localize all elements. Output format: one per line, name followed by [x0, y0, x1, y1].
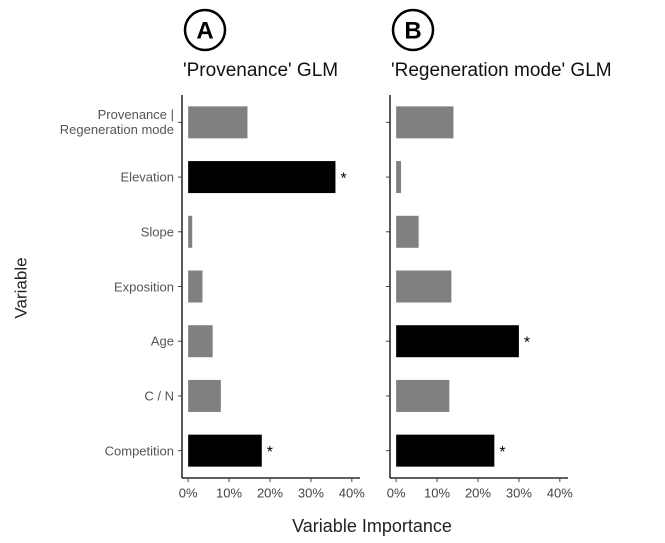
bar: [188, 161, 336, 194]
bar: [188, 325, 213, 358]
x-tick-label: 20%: [257, 485, 283, 500]
x-tick-label: 10%: [216, 485, 242, 500]
y-tick-label: Competition: [104, 443, 174, 459]
bar: [188, 434, 262, 467]
significance-marker: *: [340, 170, 346, 187]
bar: [396, 215, 419, 248]
panel-title: 'Regeneration mode' GLM: [391, 60, 612, 81]
y-axis-title: Variable: [11, 257, 30, 318]
x-tick-label: 20%: [465, 485, 491, 500]
y-tick-label: Age: [150, 333, 174, 349]
panel-badge: [391, 8, 435, 52]
x-axis-title: Variable Importance: [292, 516, 452, 536]
y-tick-label: Provenance | Regeneration mode: [59, 107, 174, 138]
bar: [396, 161, 402, 194]
x-tick-label: 30%: [506, 485, 532, 500]
x-tick-label: 40%: [547, 485, 573, 500]
x-tick-label: 0%: [179, 485, 198, 500]
bar: [396, 379, 450, 412]
bar: [396, 106, 454, 139]
panel-label: B: [404, 17, 421, 44]
x-tick-label: 10%: [424, 485, 450, 500]
y-tick-label: Exposition: [114, 279, 174, 294]
panel-badge: [183, 8, 227, 52]
panel-title: 'Provenance' GLM: [183, 60, 338, 81]
y-tick-label: C / N: [144, 388, 174, 404]
x-tick-label: 40%: [339, 485, 365, 500]
y-tick-label: Elevation: [120, 169, 174, 185]
significance-marker: *: [524, 334, 530, 351]
x-tick-label: 30%: [298, 485, 324, 500]
bar: [396, 325, 519, 358]
significance-marker: *: [499, 444, 505, 461]
bar: [396, 434, 495, 467]
bar: [188, 379, 221, 412]
significance-marker: *: [267, 444, 273, 461]
bar: [188, 106, 248, 139]
bar: [188, 270, 203, 303]
x-tick-label: 0%: [387, 485, 406, 500]
bar: [188, 215, 193, 248]
y-tick-label: Slope: [140, 224, 174, 240]
panel-label: A: [196, 17, 213, 44]
bar: [396, 270, 452, 303]
